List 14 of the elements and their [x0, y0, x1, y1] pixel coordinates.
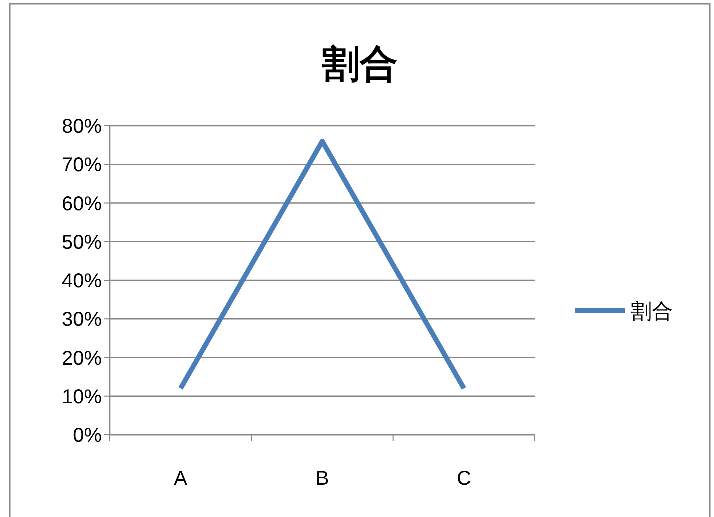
legend-label: 割合	[631, 300, 673, 324]
x-tick-label: B	[316, 468, 330, 490]
y-tick-label: 60%	[62, 193, 102, 216]
y-tick-label: 80%	[62, 116, 102, 138]
y-tick-label: 20%	[62, 348, 102, 370]
chart-title: 割合	[322, 44, 398, 86]
y-tick-label: 50%	[62, 232, 102, 254]
x-tick-label: C	[456, 468, 472, 490]
y-tick-label: 0%	[73, 425, 102, 447]
y-tick-label: 10%	[62, 386, 102, 408]
x-tick-label: A	[174, 468, 188, 490]
y-tick-label: 70%	[62, 154, 102, 177]
y-tick-label: 40%	[62, 270, 102, 292]
y-tick-label: 30%	[62, 309, 102, 332]
